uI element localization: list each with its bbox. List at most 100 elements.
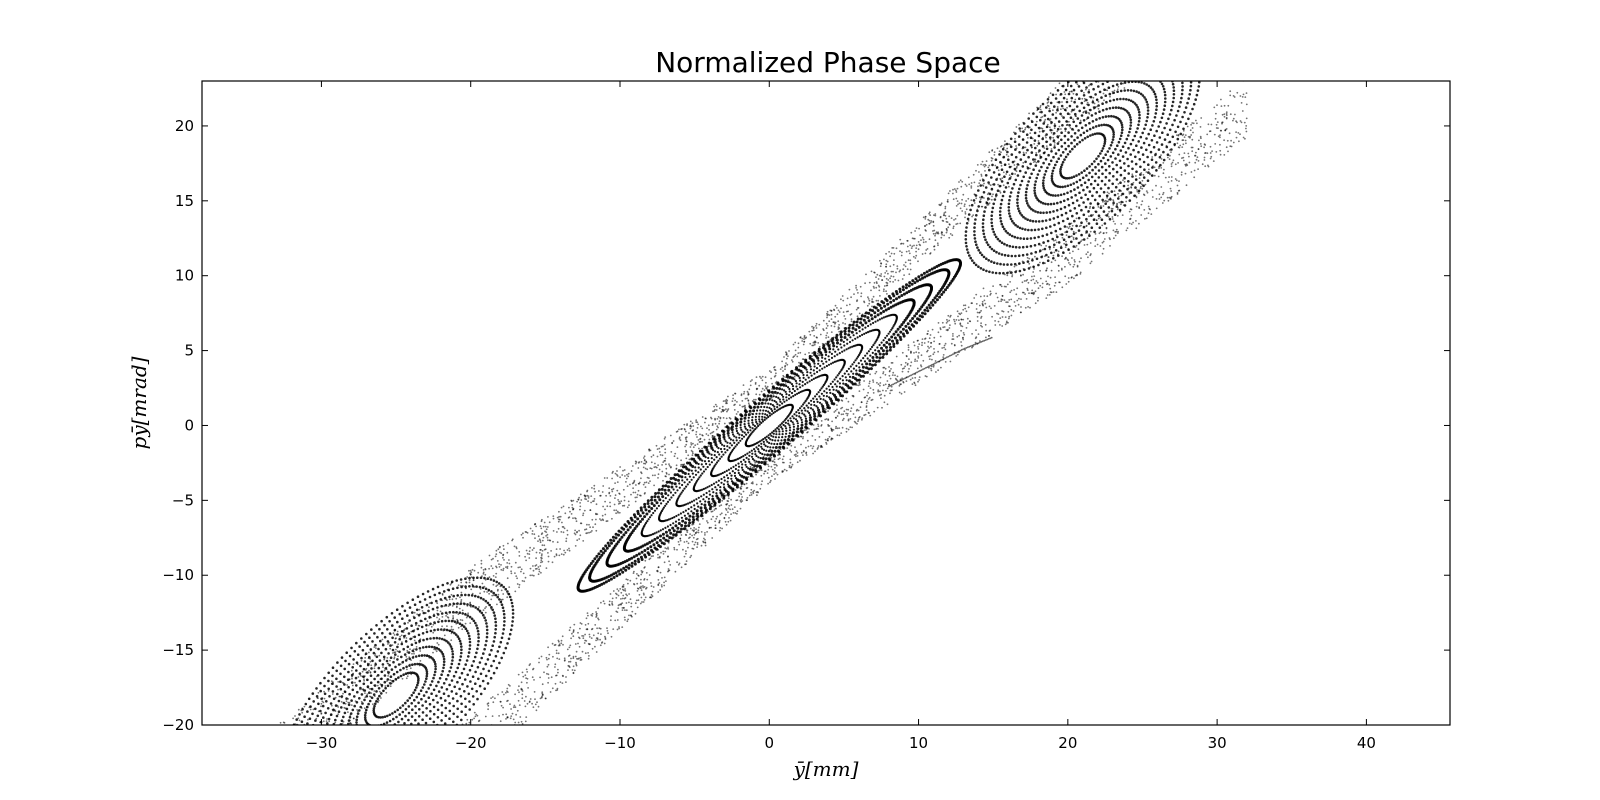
data-point (735, 436, 738, 439)
data-point (1099, 206, 1103, 210)
data-point (376, 697, 380, 700)
data-point (1104, 202, 1107, 205)
data-point (1033, 189, 1036, 192)
data-point (482, 667, 485, 671)
data-point (916, 279, 919, 283)
data-point (1150, 63, 1153, 66)
data-point (416, 683, 419, 687)
data-point (626, 520, 630, 523)
data-point (1042, 184, 1045, 187)
data-point (466, 685, 469, 688)
data-point (428, 595, 432, 599)
data-point (992, 230, 995, 234)
data-point (469, 731, 471, 733)
data-point (434, 740, 437, 743)
data-point (712, 491, 715, 494)
data-point (437, 647, 441, 651)
data-point (327, 794, 330, 797)
data-point (728, 472, 732, 475)
data-point (757, 456, 760, 459)
data-point (420, 606, 424, 609)
data-point (743, 420, 746, 423)
data-point (769, 479, 772, 482)
data-point (717, 447, 720, 450)
data-point (1108, 179, 1111, 182)
data-point (1090, 214, 1093, 217)
data-point (1159, 66, 1162, 69)
data-point (433, 628, 436, 632)
data-point (976, 209, 979, 213)
data-point (877, 359, 881, 363)
data-point (1115, 178, 1119, 181)
data-point (358, 742, 361, 745)
data-point (790, 383, 794, 386)
data-point (332, 697, 336, 701)
data-point (1046, 98, 1050, 101)
data-point (1198, 77, 1201, 80)
data-point (673, 516, 676, 519)
data-point (680, 491, 683, 494)
data-point (1076, 136, 1079, 139)
data-point (748, 451, 751, 454)
data-point (1189, 112, 1192, 116)
data-point (458, 611, 462, 614)
data-point (382, 643, 384, 645)
data-point (1066, 112, 1070, 115)
data-point (896, 327, 900, 331)
data-point (435, 636, 439, 640)
data-point (467, 632, 470, 635)
data-point (296, 795, 299, 798)
data-point (333, 709, 336, 712)
data-point (1114, 185, 1118, 189)
data-point (474, 606, 478, 609)
data-point (1049, 193, 1053, 197)
data-point (354, 795, 357, 798)
data-point (302, 732, 305, 735)
data-point (509, 598, 513, 602)
data-point (392, 731, 395, 734)
data-point (318, 769, 321, 772)
data-point (336, 777, 339, 780)
data-point (444, 603, 448, 607)
data-point (279, 784, 282, 787)
data-point (958, 260, 962, 263)
data-point (861, 374, 865, 378)
data-point (1080, 171, 1083, 174)
data-point (1155, 46, 1157, 48)
data-point (628, 525, 632, 529)
data-point (537, 540, 539, 542)
data-point (1050, 231, 1053, 235)
data-point (1057, 157, 1060, 160)
data-point (737, 441, 740, 444)
data-point (486, 577, 490, 580)
data-point (915, 244, 918, 247)
data-point (722, 435, 726, 439)
data-point (1155, 98, 1158, 101)
data-point (295, 761, 298, 764)
data-point (1020, 214, 1024, 217)
data-point (806, 374, 809, 377)
data-point (1181, 81, 1184, 85)
data-point (310, 729, 313, 732)
data-point (1112, 98, 1116, 102)
data-point (324, 794, 327, 797)
data-point (761, 412, 764, 415)
data-point (753, 466, 755, 469)
data-point (938, 295, 942, 299)
data-point (509, 703, 511, 705)
data-point (1054, 194, 1057, 197)
data-point (755, 460, 758, 463)
data-point (747, 419, 750, 422)
data-point (591, 559, 595, 563)
data-point (373, 632, 376, 635)
data-point (676, 489, 679, 492)
data-point (590, 637, 593, 639)
data-point (430, 736, 433, 739)
data-point (796, 420, 799, 423)
data-point (747, 422, 750, 425)
data-point (421, 632, 425, 635)
data-point (440, 612, 444, 615)
data-point (337, 767, 340, 770)
data-point (392, 717, 395, 721)
data-point (1025, 245, 1029, 249)
